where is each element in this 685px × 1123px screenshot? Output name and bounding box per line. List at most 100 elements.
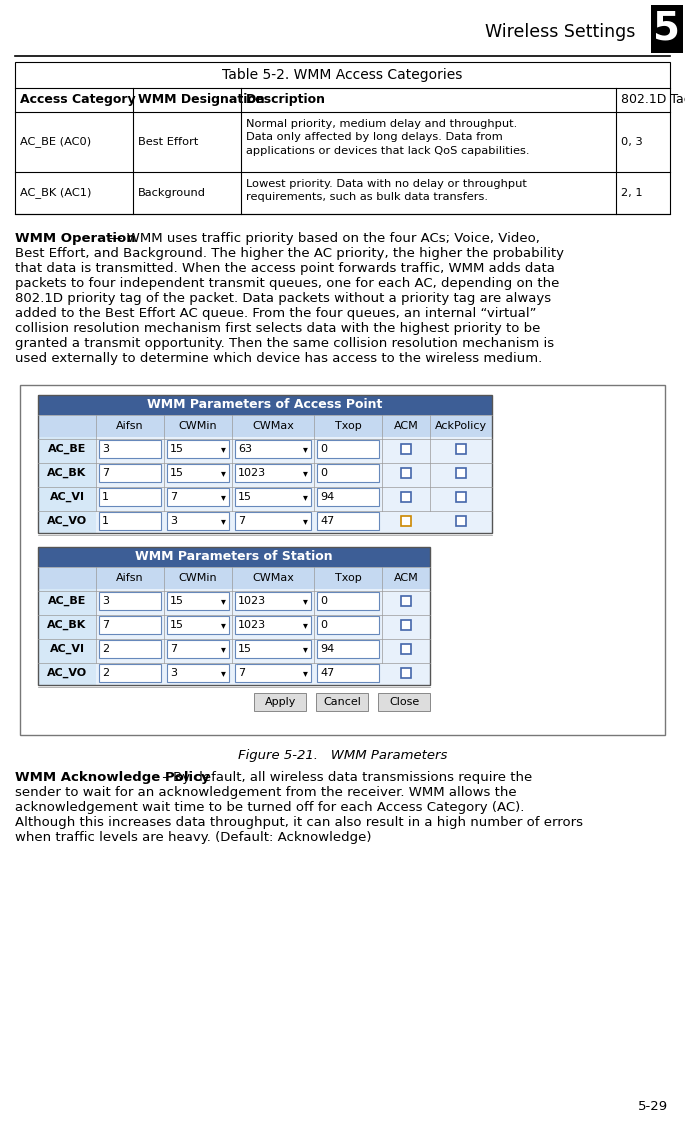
Text: Cancel: Cancel	[323, 697, 362, 707]
Bar	[235, 617, 311, 634]
Bar	[401, 515, 411, 526]
Text: CWMax: CWMax	[252, 573, 294, 583]
Bar	[316, 693, 369, 711]
Bar	[38, 395, 492, 533]
Bar	[38, 462, 492, 485]
Text: AC_BE: AC_BE	[48, 444, 86, 454]
Text: 94: 94	[320, 643, 334, 654]
Text: AC_VO: AC_VO	[47, 668, 87, 678]
Bar	[401, 596, 411, 606]
Text: AckPolicy: AckPolicy	[435, 421, 487, 431]
Bar	[401, 643, 411, 654]
Bar	[401, 492, 411, 502]
Bar	[235, 512, 311, 530]
Bar	[38, 588, 96, 613]
Bar	[379, 693, 430, 711]
Bar	[38, 395, 492, 416]
Text: AC_VI: AC_VI	[49, 492, 84, 502]
Text: ▾: ▾	[221, 444, 226, 454]
Text: 47: 47	[320, 668, 334, 678]
Bar	[99, 464, 161, 482]
Text: 0: 0	[320, 468, 327, 478]
Text: Best Effort: Best Effort	[138, 137, 199, 147]
Text: 3: 3	[102, 596, 109, 606]
Bar	[99, 664, 161, 682]
Text: 1023: 1023	[238, 620, 266, 630]
Text: ▾: ▾	[221, 596, 226, 606]
Text: 1: 1	[102, 515, 109, 526]
Bar	[38, 509, 96, 533]
Text: ▾: ▾	[221, 468, 226, 478]
Text: Table 5-2. WMM Access Categories: Table 5-2. WMM Access Categories	[223, 69, 462, 82]
Text: ▾: ▾	[303, 643, 308, 654]
Text: Lowest priority. Data with no delay or throughput: Lowest priority. Data with no delay or t…	[246, 179, 527, 189]
Text: ▾: ▾	[221, 492, 226, 502]
Text: collision resolution mechanism first selects data with the highest priority to b: collision resolution mechanism first sel…	[15, 322, 540, 335]
Text: when traffic levels are heavy. (Default: Acknowledge): when traffic levels are heavy. (Default:…	[15, 831, 371, 844]
Text: WMM Acknowledge Policy: WMM Acknowledge Policy	[15, 772, 210, 784]
Text: Normal priority, medium delay and throughput.: Normal priority, medium delay and throug…	[246, 119, 517, 129]
Bar	[317, 440, 379, 458]
Text: acknowledgement wait time to be turned off for each Access Category (AC).: acknowledgement wait time to be turned o…	[15, 801, 525, 814]
Text: 7: 7	[102, 468, 109, 478]
Bar	[20, 385, 665, 734]
Text: Figure 5-21.   WMM Parameters: Figure 5-21. WMM Parameters	[238, 749, 447, 763]
Text: Background: Background	[138, 188, 206, 198]
Bar	[99, 512, 161, 530]
Text: Aifsn: Aifsn	[116, 573, 144, 583]
Bar	[167, 440, 229, 458]
Text: 3: 3	[170, 668, 177, 678]
Bar	[99, 617, 161, 634]
Text: ACM: ACM	[394, 421, 419, 431]
Text: 1023: 1023	[238, 468, 266, 478]
Bar	[38, 661, 430, 685]
Bar	[317, 640, 379, 658]
Bar	[15, 62, 670, 214]
Text: Data only affected by long delays. Data from: Data only affected by long delays. Data …	[246, 133, 503, 143]
Text: 0: 0	[320, 596, 327, 606]
Text: 5-29: 5-29	[638, 1101, 668, 1113]
Text: – By default, all wireless data transmissions require the: – By default, all wireless data transmis…	[158, 772, 532, 784]
Text: requirements, such as bulk data transfers.: requirements, such as bulk data transfer…	[246, 192, 488, 202]
Text: sender to wait for an acknowledgement from the receiver. WMM allows the: sender to wait for an acknowledgement fr…	[15, 786, 516, 798]
Text: used externally to determine which device has access to the wireless medium.: used externally to determine which devic…	[15, 351, 543, 365]
Text: 1: 1	[102, 492, 109, 502]
Text: Description: Description	[246, 93, 326, 107]
Bar	[651, 4, 683, 53]
Text: ACM: ACM	[394, 573, 419, 583]
Text: packets to four independent transmit queues, one for each AC, depending on the: packets to four independent transmit que…	[15, 277, 560, 290]
Bar	[456, 492, 466, 502]
Text: WMM Parameters of Access Point: WMM Parameters of Access Point	[147, 399, 383, 411]
Text: 7: 7	[238, 515, 245, 526]
Text: WMM Parameters of Station: WMM Parameters of Station	[135, 550, 333, 564]
Text: 15: 15	[170, 620, 184, 630]
Text: 3: 3	[170, 515, 177, 526]
Bar	[235, 464, 311, 482]
Bar	[38, 637, 96, 661]
Text: ▾: ▾	[221, 620, 226, 630]
Bar	[38, 547, 430, 567]
Bar	[38, 509, 492, 533]
Bar	[317, 489, 379, 506]
Bar	[456, 515, 466, 526]
Text: CWMin: CWMin	[179, 421, 217, 431]
Text: Access Category: Access Category	[20, 93, 136, 107]
Text: WMM Designation: WMM Designation	[138, 93, 264, 107]
Text: AC_BK: AC_BK	[47, 620, 86, 630]
Text: ▾: ▾	[303, 468, 308, 478]
Text: Close: Close	[389, 697, 420, 707]
Bar	[38, 613, 96, 637]
Bar	[167, 512, 229, 530]
Text: Txop: Txop	[335, 573, 362, 583]
Bar	[38, 637, 430, 661]
Bar	[401, 668, 411, 678]
Bar	[99, 640, 161, 658]
Bar	[38, 416, 492, 437]
Text: Txop: Txop	[335, 421, 362, 431]
Text: CWMin: CWMin	[179, 573, 217, 583]
Bar	[38, 613, 430, 637]
Bar	[235, 664, 311, 682]
Text: ▾: ▾	[221, 515, 226, 526]
Text: 0: 0	[320, 620, 327, 630]
Text: ▾: ▾	[303, 668, 308, 678]
